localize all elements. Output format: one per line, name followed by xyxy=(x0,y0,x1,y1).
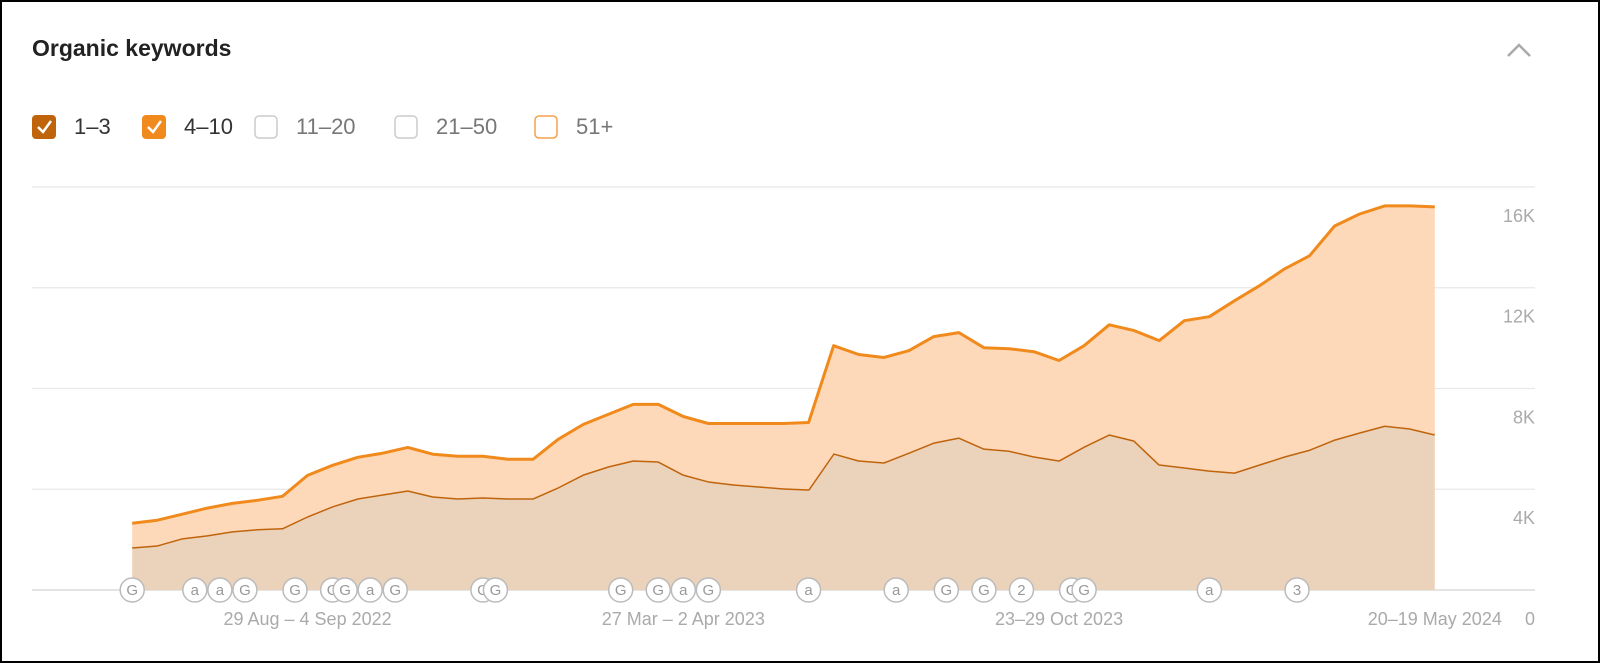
y-tick-label: 0 xyxy=(1525,609,1535,629)
event-circle xyxy=(645,577,671,603)
legend-label: 51+ xyxy=(576,114,613,139)
event-marker[interactable]: G xyxy=(482,577,509,603)
event-label: G xyxy=(289,582,301,599)
event-marker[interactable]: a xyxy=(795,577,822,603)
y-tick-label: 8K xyxy=(1513,407,1535,427)
event-label: G xyxy=(615,582,627,599)
event-label: G xyxy=(652,582,664,599)
x-tick-label: 27 Mar – 2 Apr 2023 xyxy=(602,609,765,629)
legend-item[interactable]: 21–50 xyxy=(394,114,497,139)
event-marker[interactable]: G xyxy=(332,577,358,603)
legend-label: 21–50 xyxy=(436,114,497,139)
event-marker[interactable]: a xyxy=(357,577,383,603)
event-circle xyxy=(482,577,509,603)
event-label: G xyxy=(126,582,138,599)
event-circle xyxy=(670,577,697,603)
event-label: G xyxy=(940,582,952,599)
checkbox xyxy=(254,115,278,139)
event-circle xyxy=(119,577,145,603)
event-marker[interactable]: G xyxy=(645,577,671,603)
event-circle xyxy=(971,577,997,603)
event-circle xyxy=(1071,577,1097,603)
area xyxy=(132,425,1435,590)
event-marker[interactable]: a xyxy=(207,577,233,603)
event-circle xyxy=(607,577,634,603)
checkmark xyxy=(37,120,53,134)
checkmark xyxy=(147,120,163,134)
checkbox xyxy=(394,115,418,139)
legend-item[interactable]: 4–10 xyxy=(142,114,233,139)
event-circle xyxy=(1284,577,1310,603)
event-label: G xyxy=(1078,582,1090,599)
event-label: a xyxy=(679,582,688,599)
event-circle xyxy=(795,577,822,603)
checkbox xyxy=(32,115,56,139)
event-circle xyxy=(382,577,408,603)
event-circle xyxy=(1196,577,1223,603)
event-circle xyxy=(232,577,258,603)
event-label: G xyxy=(239,582,251,599)
legend-label: 11–20 xyxy=(296,114,356,139)
checkbox xyxy=(142,115,166,139)
event-label: G xyxy=(339,582,351,599)
collapse-button[interactable] xyxy=(1507,43,1531,57)
checkbox xyxy=(534,115,558,139)
event-marker[interactable]: G xyxy=(607,577,634,603)
event-label: a xyxy=(366,582,375,599)
event-marker[interactable]: G xyxy=(933,577,960,603)
y-tick-label: 12K xyxy=(1503,307,1535,327)
event-label: G xyxy=(978,582,990,599)
event-marker[interactable]: G xyxy=(282,577,308,603)
event-marker[interactable]: a xyxy=(883,577,909,603)
event-circle xyxy=(695,577,722,603)
event-circle xyxy=(282,577,308,603)
event-circle xyxy=(883,577,909,603)
event-label: a xyxy=(216,582,225,599)
event-marker[interactable]: 3 xyxy=(1284,577,1310,603)
legend-label: 1–3 xyxy=(74,114,111,139)
chart-title: Organic keywords xyxy=(32,35,231,61)
x-tick-label: 29 Aug – 4 Sep 2022 xyxy=(223,609,391,629)
event-marker[interactable]: a xyxy=(182,577,208,603)
x-tick-label: 20–19 May 2024 xyxy=(1368,609,1502,629)
event-circle xyxy=(207,577,233,603)
event-circle xyxy=(1008,577,1035,603)
event-label: a xyxy=(191,582,200,599)
event-circle xyxy=(933,577,960,603)
event-marker[interactable]: a xyxy=(670,577,697,603)
event-marker[interactable]: G xyxy=(695,577,722,603)
event-label: G xyxy=(389,582,401,599)
event-circle xyxy=(182,577,208,603)
event-marker[interactable]: G xyxy=(232,577,258,603)
event-marker[interactable]: G xyxy=(382,577,408,603)
y-tick-label: 16K xyxy=(1503,206,1535,226)
area xyxy=(132,205,1435,548)
event-label: 2 xyxy=(1017,582,1025,599)
event-label: a xyxy=(804,582,813,599)
legend-item[interactable]: 51+ xyxy=(534,114,613,139)
event-circle xyxy=(332,577,358,603)
event-circle xyxy=(357,577,383,603)
legend-item[interactable]: 11–20 xyxy=(254,114,356,139)
legend-label: 4–10 xyxy=(184,114,233,139)
event-label: G xyxy=(703,582,715,599)
event-marker[interactable]: 2 xyxy=(1008,577,1035,603)
event-label: 3 xyxy=(1293,582,1301,599)
y-tick-label: 4K xyxy=(1513,508,1535,528)
event-label: a xyxy=(1205,582,1214,599)
event-marker[interactable]: a xyxy=(1196,577,1223,603)
legend-item[interactable]: 1–3 xyxy=(32,114,111,139)
line xyxy=(132,204,1435,525)
event-marker[interactable]: G xyxy=(1071,577,1097,603)
event-label: a xyxy=(892,582,901,599)
event-marker[interactable]: G xyxy=(119,577,145,603)
event-marker[interactable]: G xyxy=(971,577,997,603)
x-tick-label: 23–29 Oct 2023 xyxy=(995,609,1123,629)
event-label: G xyxy=(490,582,502,599)
